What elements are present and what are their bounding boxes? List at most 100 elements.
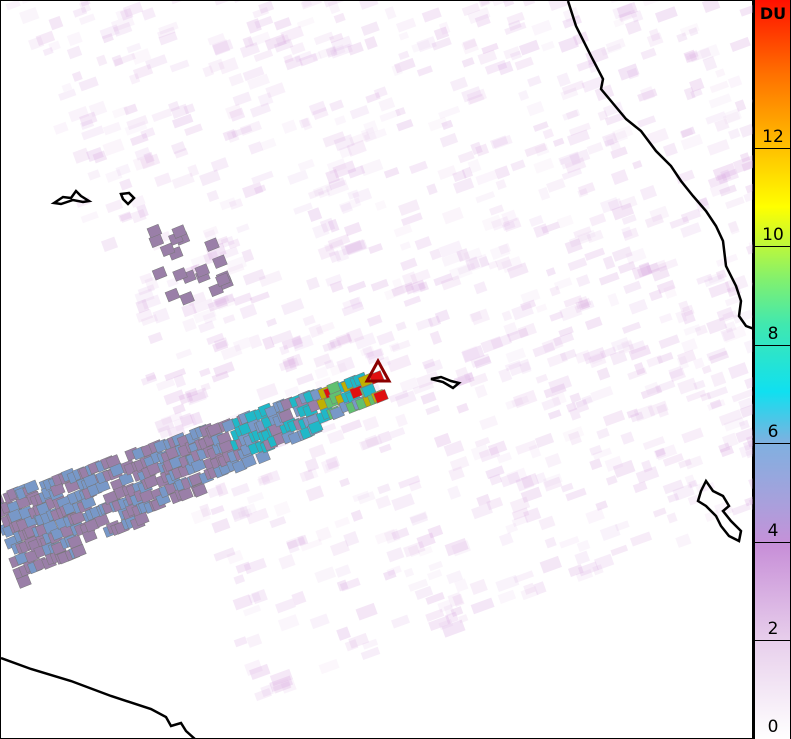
retrieval-pixel bbox=[375, 495, 392, 510]
retrieval-pixel bbox=[718, 409, 743, 426]
retrieval-pixel bbox=[398, 199, 421, 216]
retrieval-pixel bbox=[408, 480, 422, 492]
retrieval-pixel bbox=[349, 296, 364, 310]
retrieval-pixel bbox=[720, 169, 732, 182]
retrieval-pixel bbox=[427, 315, 442, 328]
retrieval-pixel bbox=[257, 472, 274, 484]
retrieval-pixel bbox=[230, 505, 247, 521]
retrieval-pixel bbox=[437, 599, 453, 613]
retrieval-pixel bbox=[248, 591, 262, 604]
retrieval-pixel bbox=[160, 411, 184, 426]
retrieval-pixel bbox=[281, 335, 303, 350]
retrieval-pixel bbox=[275, 598, 296, 614]
retrieval-pixel bbox=[680, 208, 702, 223]
retrieval-pixel bbox=[111, 54, 124, 67]
retrieval-pixel bbox=[457, 262, 476, 275]
retrieval-pixel bbox=[291, 334, 314, 352]
retrieval-pixel bbox=[347, 280, 367, 293]
retrieval-pixel bbox=[599, 346, 617, 359]
retrieval-pixel bbox=[269, 516, 287, 529]
retrieval-pixel bbox=[565, 109, 579, 120]
retrieval-pixel bbox=[490, 333, 513, 350]
retrieval-pixel bbox=[662, 142, 678, 157]
retrieval-pixel bbox=[343, 531, 360, 547]
retrieval-pixel bbox=[628, 298, 648, 315]
retrieval-pixel bbox=[365, 92, 381, 104]
plume-pixel bbox=[146, 223, 163, 239]
retrieval-pixel bbox=[502, 217, 522, 233]
retrieval-pixel bbox=[475, 191, 496, 204]
retrieval-pixel bbox=[505, 396, 524, 410]
retrieval-pixel bbox=[509, 496, 531, 514]
retrieval-pixel bbox=[638, 261, 653, 277]
retrieval-pixel bbox=[561, 167, 583, 181]
retrieval-pixel bbox=[230, 482, 250, 497]
retrieval-pixel bbox=[478, 255, 490, 268]
retrieval-pixel bbox=[631, 262, 653, 280]
retrieval-pixel bbox=[306, 276, 320, 291]
retrieval-pixel bbox=[247, 31, 271, 48]
retrieval-pixel bbox=[378, 97, 396, 112]
retrieval-pixel bbox=[119, 212, 133, 223]
retrieval-pixel bbox=[546, 178, 566, 193]
retrieval-pixel bbox=[199, 503, 212, 518]
retrieval-pixel bbox=[477, 49, 498, 65]
retrieval-pixel bbox=[391, 339, 411, 353]
retrieval-pixel bbox=[152, 307, 170, 324]
retrieval-pixel bbox=[613, 17, 625, 28]
retrieval-pixel bbox=[289, 42, 306, 56]
retrieval-pixel bbox=[461, 86, 483, 103]
retrieval-pixel bbox=[403, 541, 426, 558]
retrieval-pixel bbox=[431, 37, 452, 51]
retrieval-pixel bbox=[718, 442, 731, 453]
retrieval-pixel bbox=[222, 129, 237, 142]
retrieval-pixel bbox=[599, 523, 621, 541]
retrieval-pixel bbox=[722, 111, 741, 125]
retrieval-pixel bbox=[228, 73, 244, 87]
retrieval-pixel bbox=[130, 208, 147, 224]
retrieval-pixel bbox=[584, 247, 606, 261]
retrieval-pixel bbox=[171, 141, 187, 155]
retrieval-pixel bbox=[48, 15, 64, 31]
retrieval-pixel bbox=[501, 310, 513, 322]
colorbar-tick bbox=[755, 443, 791, 445]
retrieval-pixel bbox=[191, 298, 215, 314]
retrieval-pixel bbox=[449, 263, 473, 281]
retrieval-pixel bbox=[489, 473, 503, 486]
retrieval-pixel bbox=[101, 33, 114, 44]
retrieval-pixel bbox=[334, 564, 352, 578]
retrieval-pixel bbox=[359, 346, 375, 357]
retrieval-pixel bbox=[448, 466, 465, 482]
retrieval-pixel bbox=[48, 40, 61, 52]
retrieval-pixel bbox=[171, 113, 194, 129]
retrieval-pixel bbox=[564, 238, 583, 254]
retrieval-pixel bbox=[92, 150, 108, 164]
retrieval-pixel bbox=[586, 142, 604, 155]
retrieval-pixel bbox=[186, 390, 207, 406]
retrieval-pixel bbox=[416, 36, 437, 53]
retrieval-pixel bbox=[87, 169, 101, 181]
retrieval-pixel bbox=[712, 162, 737, 182]
retrieval-pixel bbox=[249, 663, 271, 681]
retrieval-pixel bbox=[581, 394, 593, 405]
retrieval-pixel bbox=[489, 204, 505, 216]
retrieval-pixel bbox=[79, 111, 98, 127]
retrieval-pixel bbox=[174, 147, 189, 159]
retrieval-pixel bbox=[339, 477, 351, 488]
colorbar-tick-label: 12 bbox=[762, 126, 784, 147]
retrieval-pixel bbox=[139, 153, 161, 170]
retrieval-pixel bbox=[80, 119, 95, 131]
retrieval-pixel bbox=[225, 103, 243, 120]
retrieval-pixel bbox=[391, 527, 410, 541]
retrieval-pixel bbox=[163, 389, 186, 406]
retrieval-pixel bbox=[505, 347, 527, 363]
retrieval-pixel bbox=[446, 570, 464, 585]
retrieval-pixel bbox=[639, 185, 658, 201]
retrieval-pixel bbox=[215, 482, 229, 497]
retrieval-pixel bbox=[632, 160, 643, 170]
retrieval-pixel bbox=[315, 526, 332, 542]
retrieval-pixel bbox=[296, 373, 315, 386]
retrieval-pixel bbox=[627, 367, 648, 381]
retrieval-pixel bbox=[461, 57, 475, 68]
retrieval-pixel bbox=[428, 615, 451, 631]
